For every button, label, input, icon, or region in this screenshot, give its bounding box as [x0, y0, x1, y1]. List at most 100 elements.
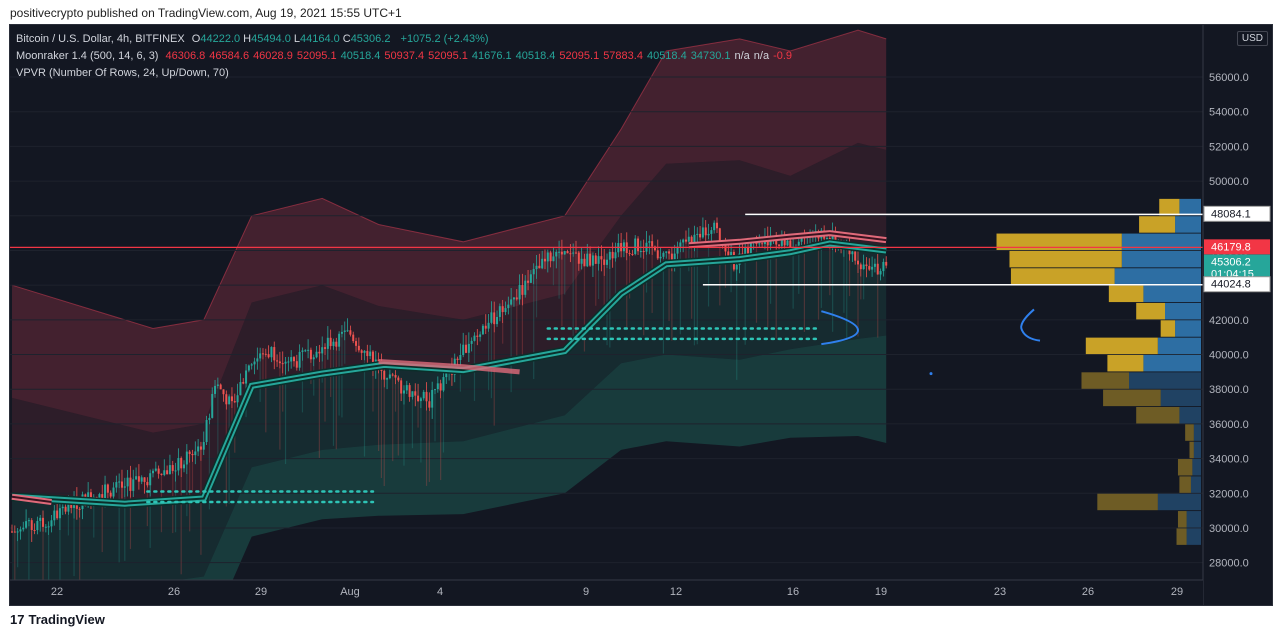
- price-label-box[interactable]: [1203, 276, 1271, 293]
- candle-body: [126, 477, 129, 487]
- candle-body: [854, 251, 857, 261]
- candle-shadow: [691, 246, 693, 319]
- candle-shadow: [59, 529, 61, 605]
- candle-shadow: [707, 239, 710, 307]
- annotation-bracket-left[interactable]: [1020, 308, 1041, 342]
- candle-body: [417, 395, 420, 402]
- time-axis-bg[interactable]: [10, 580, 1203, 605]
- candle-body: [332, 341, 335, 347]
- indicator1-value: 57883.4: [603, 50, 643, 62]
- candle-body: [383, 370, 386, 380]
- candle-shadow: [324, 354, 326, 422]
- vp-up-bar: [1143, 354, 1201, 372]
- candle-shadow: [313, 366, 315, 396]
- y-tick-label: 52000.0: [1209, 141, 1249, 153]
- price-axis-bg[interactable]: [1203, 25, 1272, 605]
- candle-body: [552, 256, 555, 262]
- vp-down-bar: [1160, 320, 1176, 337]
- candle-body: [261, 353, 264, 355]
- vp-down-bar: [1097, 493, 1158, 511]
- chart-frame[interactable]: 28000.0 30000.0 32000.0 34000.0 36000.0 38000…: [9, 24, 1273, 606]
- candle-shadow: [493, 332, 495, 426]
- vp-up-bar: [1165, 302, 1201, 320]
- candle-body: [614, 252, 617, 259]
- annotation-bracket-right[interactable]: [821, 310, 860, 346]
- legend-symbol[interactable]: Bitcoin / U.S. Dollar, 4h, BITFINEX: [16, 33, 185, 45]
- indicator1-value: 41676.1: [471, 50, 512, 62]
- candle-body: [180, 458, 183, 469]
- candle-body: [651, 241, 654, 247]
- price-label-box[interactable]: [1204, 254, 1270, 281]
- price-chart[interactable]: 28000.0 30000.0 32000.0 34000.0 36000.0 38000…: [10, 25, 1272, 605]
- price-label-box[interactable]: [1204, 239, 1270, 255]
- candle-shadow: [231, 408, 233, 430]
- x-tick-label: 16: [787, 586, 799, 598]
- candle-body: [676, 246, 679, 254]
- candle-body: [642, 251, 645, 253]
- candle-body: [716, 222, 718, 229]
- candle-body: [428, 401, 431, 408]
- candle-body: [724, 245, 727, 252]
- candle-body: [191, 454, 194, 456]
- candle-body: [168, 465, 171, 475]
- candle-body: [456, 358, 459, 361]
- candle-body: [163, 470, 166, 475]
- y-tick-label: 30000.0: [1209, 523, 1249, 535]
- candle-body: [504, 308, 507, 313]
- candle-body: [679, 242, 682, 247]
- candle-shadow: [502, 323, 504, 344]
- candle-body: [366, 350, 369, 357]
- candle-shadow: [428, 410, 430, 482]
- currency-badge[interactable]: USD: [1236, 31, 1268, 46]
- vp-down-bar: [1009, 250, 1122, 268]
- candle-body: [276, 360, 279, 362]
- candle-body: [591, 255, 594, 266]
- price-label-text: 46179.8: [1211, 241, 1251, 253]
- candle-body: [242, 382, 245, 384]
- indicator2-name[interactable]: VPVR (Number Of Rows, 24, Up/Down, 70): [16, 67, 229, 79]
- candle-body: [507, 304, 510, 309]
- candle-body: [50, 520, 53, 527]
- candle-body: [228, 396, 231, 405]
- candle-body: [16, 531, 19, 533]
- indicator1-value: 52095.1: [559, 50, 600, 62]
- candle-body: [778, 244, 781, 246]
- candle-body: [129, 477, 132, 491]
- candle-body: [98, 494, 101, 499]
- candle-body: [490, 312, 493, 323]
- candle-body: [245, 370, 248, 384]
- candle-body: [278, 361, 281, 364]
- candle-body: [498, 306, 501, 317]
- price-label-box[interactable]: [1203, 205, 1271, 222]
- candle-body: [208, 417, 211, 421]
- candle-body: [879, 271, 882, 275]
- candle-shadow: [696, 246, 698, 345]
- candle-shadow: [561, 259, 563, 327]
- candle-body: [118, 481, 121, 483]
- candle-body: [284, 361, 287, 364]
- candle-body: [600, 256, 603, 260]
- candle-body: [355, 341, 358, 346]
- candle-body: [408, 385, 411, 397]
- publisher-line: positivecrypto published on TradingView.…: [10, 6, 402, 20]
- candle-body: [673, 253, 676, 262]
- chart-legend: Bitcoin / U.S. Dollar, 4h, BITFINEX O442…: [16, 31, 800, 82]
- candle-body: [411, 391, 414, 397]
- candle-shadow: [372, 375, 374, 412]
- vp-up-bar: [1157, 337, 1201, 355]
- vp-down-bar: [1185, 424, 1194, 441]
- candle-body: [321, 347, 324, 354]
- candle-body: [487, 322, 490, 329]
- candle-body: [769, 238, 772, 246]
- candle-shadow: [17, 541, 19, 568]
- candle-body: [479, 334, 482, 337]
- candle-body: [701, 227, 704, 238]
- candle-body: [318, 351, 321, 354]
- candle-body: [684, 239, 687, 242]
- candle-body: [470, 340, 473, 344]
- candle-body: [431, 389, 434, 408]
- indicator1-name[interactable]: Moonraker 1.4 (500, 14, 6, 3): [16, 50, 159, 62]
- indicator1-value: 40518.4: [515, 50, 556, 62]
- y-tick-label: 32000.0: [1209, 488, 1249, 500]
- indicator1-value: 46028.9: [253, 50, 293, 62]
